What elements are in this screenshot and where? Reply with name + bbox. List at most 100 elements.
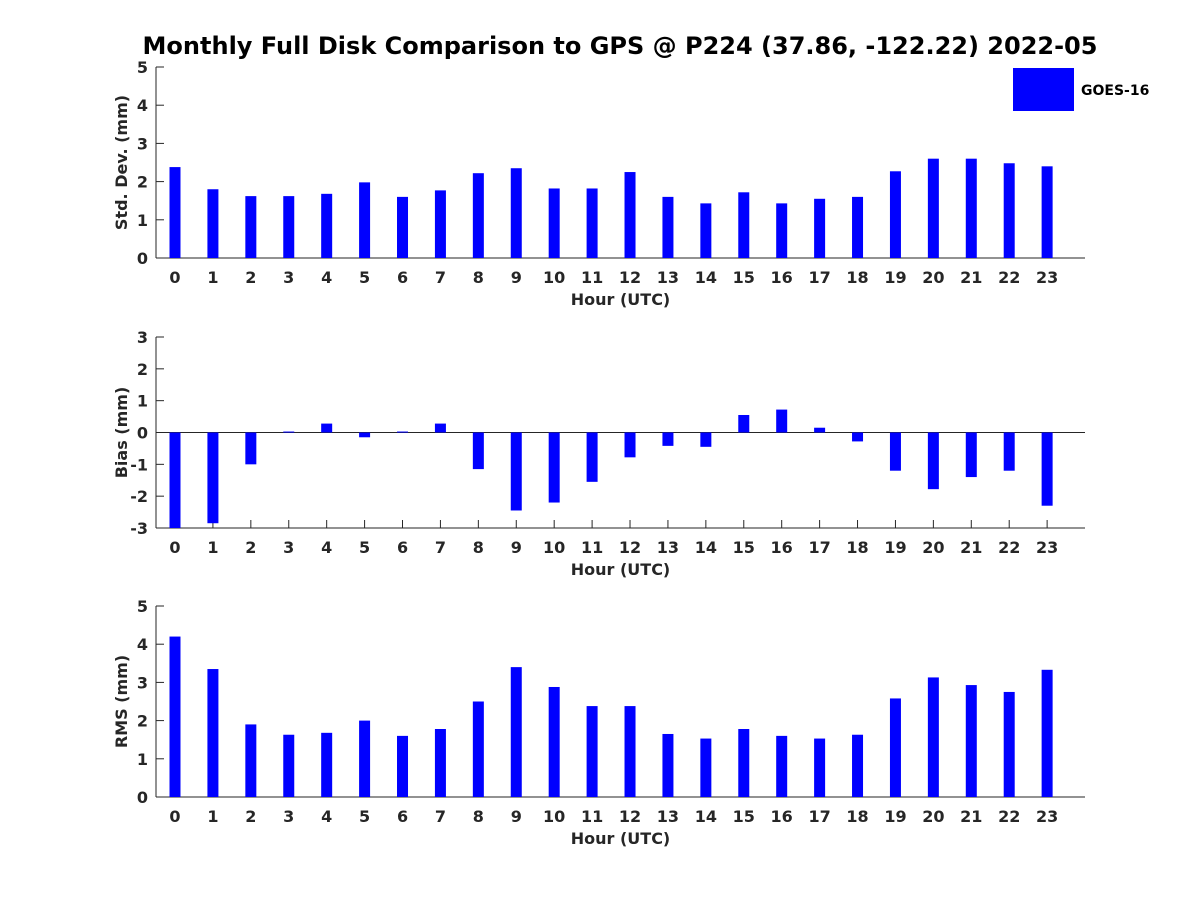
bar [283,431,295,433]
x-tick-label: 13 [657,807,679,826]
bar [548,432,560,503]
x-tick-label: 16 [771,538,793,557]
bar [738,192,750,258]
bar [776,409,788,433]
x-tick-label: 9 [511,538,522,557]
x-tick-label: 21 [960,538,982,557]
x-tick-label: 18 [846,807,868,826]
bar [662,733,674,797]
x-tick-label: 23 [1036,807,1058,826]
x-tick-label: 2 [245,807,256,826]
bar [548,686,560,797]
y-tick-label: 4 [137,96,148,115]
x-tick-label: 13 [657,538,679,557]
y-tick-label: 0 [137,788,148,807]
bar [776,735,788,797]
x-tick-label: 23 [1036,538,1058,557]
x-tick-label: 12 [619,268,641,287]
x-tick-label: 15 [733,538,755,557]
bar [889,698,901,797]
x-tick-label: 9 [511,807,522,826]
bar [434,423,446,433]
x-tick-label: 0 [169,268,180,287]
bar [359,182,371,258]
bar [245,196,257,258]
y-tick-label: -2 [130,487,148,506]
legend-label: GOES-16 [1081,83,1149,99]
x-tick-label: 6 [397,268,408,287]
y-tick-label: 1 [137,392,148,411]
x-tick-label: 17 [808,268,830,287]
x-tick-label: 2 [245,268,256,287]
x-tick-label: 7 [435,807,446,826]
bar [321,193,333,258]
x-tick-label: 16 [771,807,793,826]
y-axis-label: RMS (mm) [112,655,131,748]
x-tick-label: 11 [581,268,603,287]
x-tick-label: 1 [207,807,218,826]
bar [852,734,864,797]
bar [814,427,826,433]
x-tick-label: 6 [397,538,408,557]
y-tick-label: -1 [130,455,148,474]
x-tick-label: 5 [359,538,370,557]
bar [397,431,409,433]
x-tick-label: 19 [884,268,906,287]
bar [359,720,371,797]
bar [624,706,636,797]
x-tick-label: 14 [695,538,717,557]
bar [965,432,977,478]
bar [700,738,712,797]
x-tick-label: 4 [321,268,332,287]
bar [283,734,295,797]
y-tick-label: 3 [137,328,148,347]
y-tick-label: 1 [137,750,148,769]
bar [889,171,901,258]
y-axis-label: Std. Dev. (mm) [112,95,131,230]
bar [510,168,522,258]
bar [662,196,674,258]
x-tick-label: 0 [169,807,180,826]
bar [1041,166,1053,258]
bar [245,432,257,465]
y-tick-label: 2 [137,360,148,379]
legend-swatch [1013,68,1074,111]
x-tick-label: 0 [169,538,180,557]
y-tick-label: 3 [137,134,148,153]
y-tick-label: -3 [130,519,148,538]
x-tick-label: 12 [619,538,641,557]
x-tick-label: 10 [543,268,565,287]
x-tick-label: 4 [321,538,332,557]
bar [965,685,977,797]
bar [283,196,295,258]
y-tick-label: 0 [137,249,148,268]
bar [1003,691,1015,797]
bar [586,188,598,258]
bar [738,414,750,433]
bar [321,423,333,433]
x-tick-label: 18 [846,268,868,287]
bar [1041,432,1053,506]
x-axis-label: Hour (UTC) [571,560,671,579]
bar [965,158,977,258]
x-tick-label: 8 [473,268,484,287]
x-tick-label: 12 [619,807,641,826]
bar [472,173,484,258]
x-axis-label: Hour (UTC) [571,829,671,848]
x-tick-label: 22 [998,268,1020,287]
x-tick-label: 20 [922,268,944,287]
bar [927,432,939,490]
x-tick-label: 8 [473,538,484,557]
x-tick-label: 4 [321,807,332,826]
x-tick-label: 16 [771,268,793,287]
x-tick-label: 20 [922,807,944,826]
bar [207,432,219,524]
x-tick-label: 17 [808,538,830,557]
bar [927,677,939,797]
x-tick-label: 1 [207,268,218,287]
x-tick-label: 21 [960,268,982,287]
